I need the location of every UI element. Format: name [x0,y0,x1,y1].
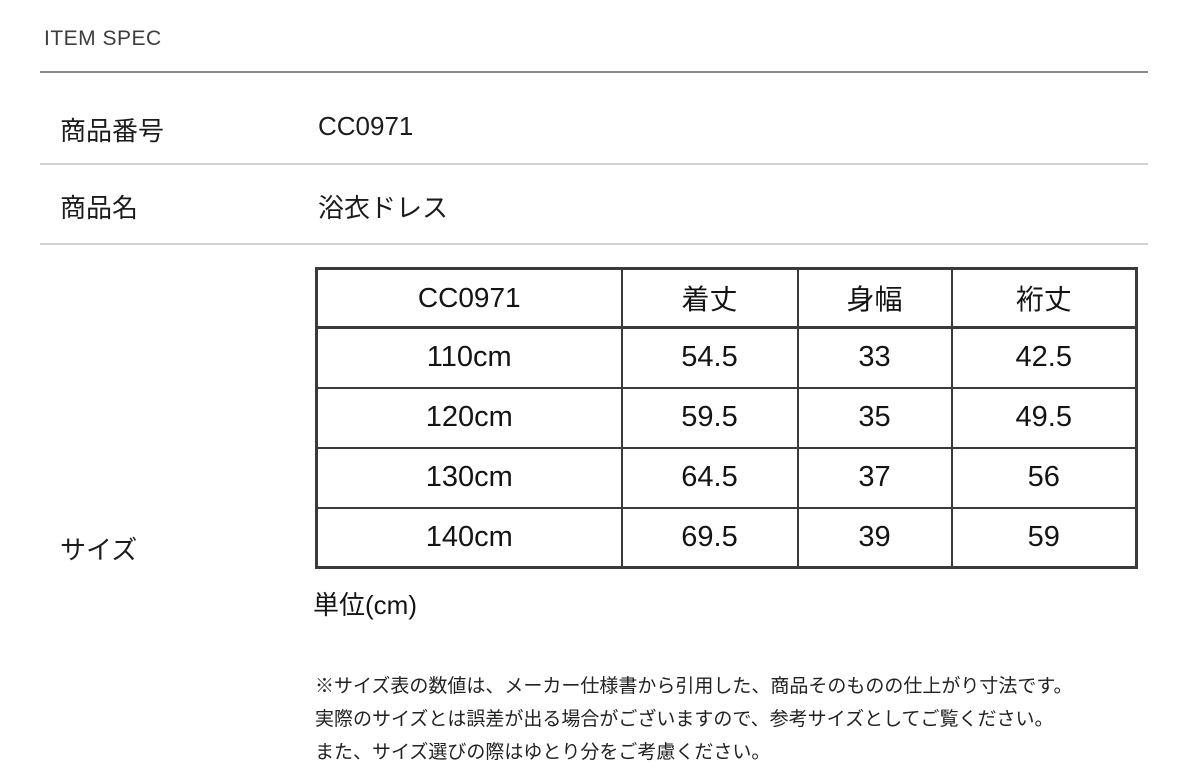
size-cell: 69.5 [620,506,799,569]
size-cell: 35 [796,386,953,449]
size-table-row-140: 140cm 69.5 39 59 [315,506,1138,569]
unit-label: 単位(cm) [313,590,417,620]
size-table-row-130: 130cm 64.5 37 56 [315,446,1138,509]
row-divider [40,163,1148,165]
size-table-header-model: CC0971 [315,267,623,329]
size-table-header-body-length: 着丈 [620,267,799,329]
size-cell: 130cm [315,446,623,509]
size-cell: 110cm [315,326,623,389]
section-divider [40,71,1148,73]
size-cell: 59.5 [620,386,799,449]
disclaimer-line: 実際のサイズとは誤差が出る場合がございますので、参考サイズとしてご覧ください。 [315,709,1054,730]
size-cell: 54.5 [620,326,799,389]
size-cell: 33 [796,326,953,389]
size-cell: 120cm [315,386,623,449]
size-table-header-row: CC0971 着丈 身幅 裄丈 [315,267,1138,329]
size-cell: 64.5 [620,446,799,509]
spec-label-product-number: 商品番号 [60,116,165,146]
disclaimer-line: ※サイズ表の数値は、メーカー仕様書から引用した、商品そのものの仕上がり寸法です。 [315,676,1073,697]
spec-value-product-number: CC0971 [318,111,414,141]
size-cell: 42.5 [950,326,1138,389]
row-divider [40,243,1148,245]
size-cell: 56 [950,446,1138,509]
spec-label-size: サイズ [60,535,138,565]
size-table: CC0971 着丈 身幅 裄丈 110cm 54.5 33 42.5 120cm… [315,267,1138,569]
spec-value-product-name: 浴衣ドレス [318,193,449,223]
size-cell: 140cm [315,506,623,569]
size-cell: 39 [796,506,953,569]
size-cell: 59 [950,506,1138,569]
disclaimer-line: また、サイズ選びの際はゆとり分をご考慮ください。 [315,742,771,763]
size-disclaimer: ※サイズ表の数値は、メーカー仕様書から引用した、商品そのものの仕上がり寸法です。… [315,670,1073,769]
size-table-header-body-width: 身幅 [796,267,953,329]
size-table-row-110: 110cm 54.5 33 42.5 [315,326,1138,389]
size-cell: 49.5 [950,386,1138,449]
size-table-row-120: 120cm 59.5 35 49.5 [315,386,1138,449]
spec-label-product-name: 商品名 [60,193,139,223]
size-cell: 37 [796,446,953,509]
section-title: ITEM SPEC [44,27,162,50]
size-table-header-sleeve-length: 裄丈 [950,267,1138,329]
